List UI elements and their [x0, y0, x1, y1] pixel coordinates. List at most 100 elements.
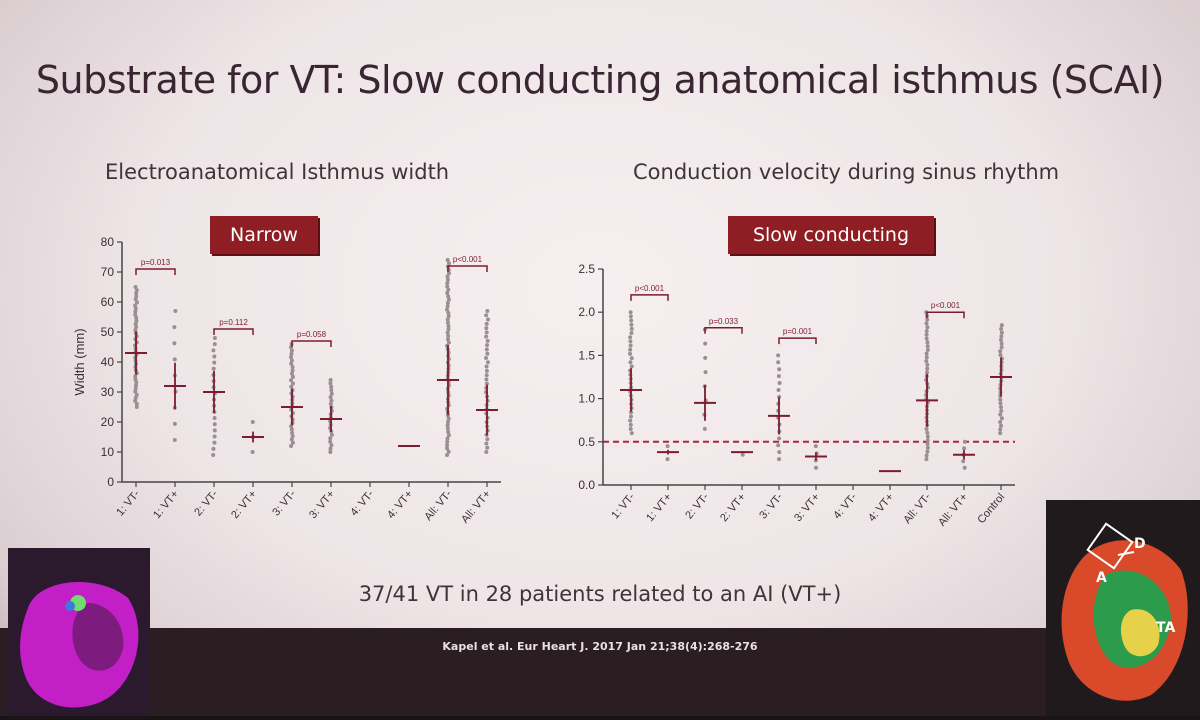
x-tick-label: 1: VT+	[644, 491, 674, 524]
data-point	[289, 358, 294, 363]
data-point	[628, 418, 633, 423]
x-tick-label: 3: VT-	[270, 488, 298, 518]
data-point	[629, 364, 634, 369]
data-point	[211, 366, 216, 371]
data-point	[484, 313, 489, 318]
data-point	[212, 336, 217, 340]
data-point	[328, 402, 333, 406]
left-electroanatomical-map	[8, 548, 150, 716]
data-point	[445, 277, 450, 282]
right-chart-subtitle: Conduction velocity during sinus rhythm	[633, 160, 1060, 184]
x-tick-label: 1: VT-	[609, 491, 637, 521]
data-point	[776, 360, 781, 365]
data-point	[776, 443, 781, 448]
data-point	[485, 351, 490, 356]
data-point	[172, 357, 177, 362]
data-point	[485, 309, 490, 313]
data-point	[446, 429, 451, 434]
pvalue-label: p<0.001	[453, 255, 483, 264]
data-point	[485, 317, 490, 322]
left-chart-subtitle: Electroanatomical Isthmus width	[105, 160, 450, 184]
data-point	[925, 317, 930, 322]
data-point	[484, 373, 489, 378]
data-point	[250, 450, 255, 454]
data-point	[962, 439, 967, 444]
pvalue-bracket	[447, 265, 488, 272]
x-tick-label: 4: VT-	[348, 488, 376, 518]
data-point	[445, 330, 450, 335]
data-point	[628, 360, 633, 365]
data-point	[329, 384, 334, 389]
y-tick-label: 30	[101, 385, 115, 399]
x-tick-label: 4: VT+	[866, 491, 896, 524]
data-point	[925, 344, 930, 349]
data-point	[999, 330, 1004, 335]
pvalue-bracket	[778, 337, 817, 345]
data-point	[329, 391, 334, 396]
data-point	[999, 416, 1004, 421]
data-point	[998, 431, 1003, 436]
data-point	[134, 383, 139, 388]
data-point	[133, 297, 138, 302]
data-point	[445, 320, 450, 325]
x-tick-label: All: VT+	[936, 491, 970, 528]
data-point	[289, 378, 294, 383]
isthmus-width-chart: 0 10 20 30 40 50 60 70 80 Width (mm) 1: VT- 1: VT+ 2…	[72, 235, 501, 526]
data-point	[924, 426, 929, 431]
data-point	[777, 381, 782, 386]
data-point	[445, 419, 450, 424]
data-point	[813, 444, 818, 449]
pvalue-label: p<0.001	[931, 301, 961, 310]
data-point	[924, 457, 929, 462]
data-point	[925, 438, 930, 443]
pvalue-bracket	[704, 327, 743, 334]
data-point	[777, 457, 782, 462]
data-point	[665, 457, 670, 462]
data-point	[133, 395, 138, 400]
map-label-d: D	[1134, 536, 1146, 552]
data-point	[290, 365, 295, 370]
data-point	[484, 450, 489, 454]
data-point	[446, 340, 451, 345]
data-point	[703, 341, 708, 346]
pvalue-bracket	[630, 294, 669, 301]
left-map-image	[20, 581, 139, 708]
data-point	[329, 443, 334, 448]
pvalue-label: p<0.001	[635, 284, 665, 293]
data-point	[961, 459, 966, 464]
data-point	[289, 444, 294, 448]
y-tick-label: 70	[101, 265, 115, 279]
data-point	[446, 314, 451, 319]
data-point	[999, 423, 1004, 428]
data-point	[629, 356, 634, 361]
data-point	[445, 317, 450, 322]
data-point	[134, 401, 139, 406]
data-point	[629, 322, 634, 327]
data-point	[629, 410, 634, 415]
data-point	[134, 405, 139, 409]
data-point	[133, 377, 138, 382]
data-point	[813, 465, 818, 470]
data-point	[629, 431, 634, 436]
data-point	[925, 430, 930, 435]
data-point	[446, 433, 451, 438]
pvalue-label: p=0.001	[783, 327, 813, 336]
bottom-band	[0, 628, 1200, 716]
data-point	[925, 340, 930, 345]
data-point	[999, 341, 1004, 346]
data-point	[485, 343, 490, 348]
data-point	[446, 327, 451, 332]
data-point	[250, 420, 255, 424]
y-tick-label: 0.0	[578, 478, 595, 492]
data-point	[999, 345, 1004, 350]
data-point	[133, 374, 138, 379]
data-point	[289, 384, 294, 389]
data-point	[211, 446, 216, 451]
data-point	[999, 323, 1004, 328]
data-point	[484, 368, 489, 373]
data-point	[446, 449, 451, 454]
data-point	[628, 343, 633, 348]
data-point	[703, 370, 708, 375]
data-point	[925, 325, 930, 330]
pvalue-label: p=0.112	[219, 318, 248, 327]
